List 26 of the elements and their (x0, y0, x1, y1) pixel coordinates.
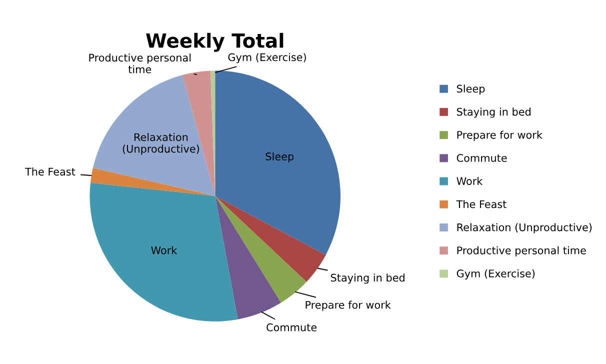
slice-label: Staying in bed (330, 274, 404, 284)
slice-label: Relaxation (Unproductive) (122, 133, 199, 155)
slice-label: Commute (266, 323, 317, 332)
slice-label: The Feast (24, 168, 76, 176)
slice-label: Gym (Exercise) (228, 53, 306, 64)
legend-label: The Feast (456, 200, 506, 208)
pie-slice (90, 168, 216, 196)
slice-label: Work (151, 246, 178, 254)
pie-slice (215, 196, 307, 303)
pie-slice (90, 182, 238, 322)
pie-slice (215, 196, 281, 320)
legend-label: Sleep (456, 84, 485, 95)
legend-label: Commute (456, 154, 507, 162)
legend-label: Staying in bed (456, 108, 530, 118)
legend-label: Gym (Exercise) (456, 269, 535, 280)
legend-label: Relaxation (Unproductive) (457, 223, 592, 234)
pie-slice (215, 196, 326, 282)
legend-label: Prepare for work (457, 130, 542, 141)
pie-slice (92, 75, 216, 196)
slice-label: Sleep (266, 152, 294, 162)
legend-label: Work (456, 176, 483, 186)
slice-label: Productive personal time (89, 54, 191, 74)
pie-slice (215, 70, 340, 256)
chart-title: Weekly Total (146, 32, 284, 52)
slice-label: Prepare for work (306, 300, 391, 311)
legend-label: Productive personal time (457, 246, 586, 256)
